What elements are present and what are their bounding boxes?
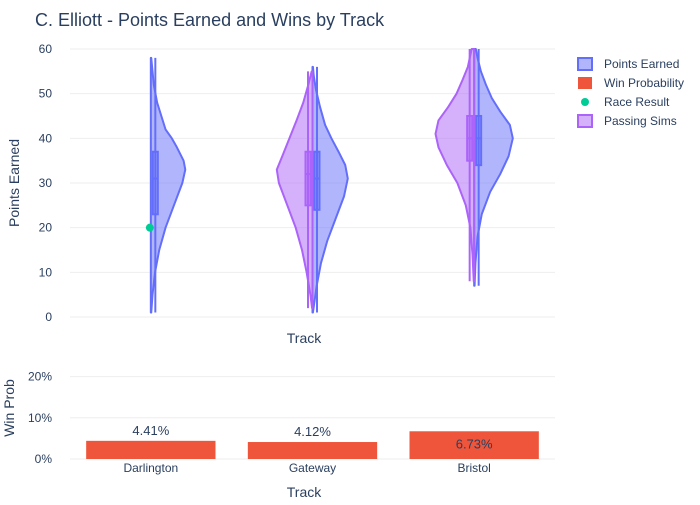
bottom-y-tick-label: 20% bbox=[28, 370, 52, 384]
bottom-y-tick-label: 0% bbox=[35, 452, 53, 466]
top-y-axis-label: Points Earned bbox=[6, 139, 22, 227]
bottom-x-axis-label: Track bbox=[287, 484, 322, 500]
violin-body bbox=[473, 48, 514, 287]
bar-bristol bbox=[409, 431, 539, 459]
top-y-tick-label: 10 bbox=[39, 265, 53, 279]
legend-item-passing-sims[interactable]: Passing Sims bbox=[577, 114, 677, 128]
violin-points-earned-darlington bbox=[149, 56, 187, 314]
violin-box bbox=[475, 115, 483, 167]
win-prob-labels: 4.41% 4.12% 6.73% bbox=[132, 423, 493, 451]
violin-passing-sims-gateway bbox=[275, 70, 314, 310]
legend-swatch bbox=[577, 57, 593, 71]
legend-item-points-earned[interactable]: Points Earned bbox=[577, 57, 679, 71]
legend-item-race-result[interactable]: Race Result bbox=[581, 95, 670, 109]
violin-box bbox=[313, 150, 321, 211]
bar-label-gateway: 4.12% bbox=[294, 424, 331, 439]
win-prob-bars bbox=[86, 431, 539, 459]
violin-points-earned-gateway bbox=[311, 65, 349, 314]
legend-label: Passing Sims bbox=[604, 114, 677, 128]
bar-darlington bbox=[86, 440, 216, 459]
legend-swatch bbox=[581, 98, 589, 106]
top-y-tick-label: 30 bbox=[39, 176, 53, 190]
violins bbox=[149, 48, 514, 314]
x-tick-label-gateway: Gateway bbox=[289, 461, 336, 475]
top-y-tick-label: 60 bbox=[39, 42, 53, 56]
legend-item-win-probability[interactable]: Win Probability bbox=[578, 76, 684, 90]
race-results bbox=[145, 223, 154, 232]
bar-gateway bbox=[247, 442, 378, 459]
x-tick-label-darlington: Darlington bbox=[123, 461, 178, 475]
x-tick-label-bristol: Bristol bbox=[457, 461, 490, 475]
legend[interactable]: Points Earned Win Probability Race Result P… bbox=[577, 57, 684, 128]
violin-points-earned-bristol bbox=[473, 48, 514, 287]
violin-box bbox=[151, 150, 159, 216]
chart-title: C. Elliott - Points Earned and Wins by T… bbox=[35, 10, 385, 30]
top-y-tick-label: 20 bbox=[39, 221, 53, 235]
bar-label-darlington: 4.41% bbox=[132, 423, 169, 438]
race-result-point-darlington bbox=[145, 223, 154, 232]
bottom-y-tick-label: 10% bbox=[28, 411, 52, 425]
legend-label: Points Earned bbox=[604, 57, 679, 71]
top-y-tick-label: 0 bbox=[45, 310, 52, 324]
top-y-tick-labels: 0 10 20 30 40 50 60 bbox=[39, 42, 53, 324]
x-tick-labels: Darlington Gateway Bristol bbox=[123, 461, 490, 475]
bottom-y-axis-label: Win Prob bbox=[1, 379, 17, 437]
legend-swatch bbox=[578, 77, 592, 89]
top-x-axis-label: Track bbox=[287, 330, 322, 346]
violin-passing-sims-bristol bbox=[434, 48, 476, 283]
bottom-y-tick-labels: 0% 10% 20% bbox=[28, 370, 52, 466]
legend-swatch bbox=[577, 114, 593, 128]
top-y-tick-label: 50 bbox=[39, 87, 53, 101]
top-y-tick-label: 40 bbox=[39, 131, 53, 145]
legend-label: Race Result bbox=[604, 95, 670, 109]
legend-label: Win Probability bbox=[604, 76, 684, 90]
bar-label-bristol: 6.73% bbox=[456, 436, 493, 451]
violin-box bbox=[304, 150, 312, 207]
